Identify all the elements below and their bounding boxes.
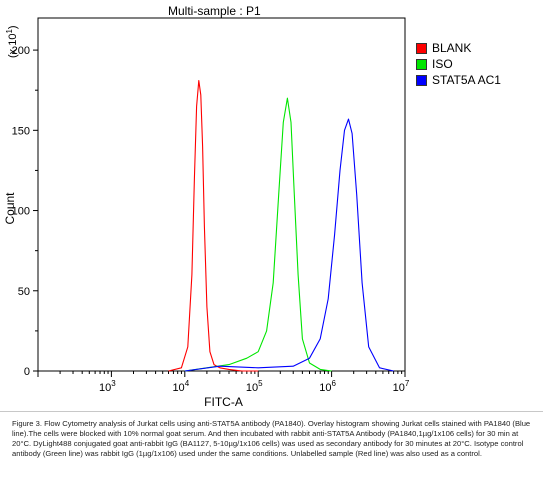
y-tick-label: 200 (12, 45, 30, 57)
legend-label: BLANK (432, 41, 472, 55)
x-tick-label: 104 (172, 379, 189, 394)
plot-frame (37, 17, 406, 372)
x-tick-label: 103 (99, 379, 116, 394)
y-tick-label: 50 (18, 286, 30, 298)
legend: BLANK ISO STAT5A AC1 (416, 40, 501, 88)
figure-caption: Figure 3. Flow Cytometry analysis of Jur… (12, 419, 531, 458)
series-line-blank (168, 80, 259, 372)
x-axis-label: FITC-A (204, 395, 243, 409)
x-tick-exponent: 5 (258, 379, 263, 388)
legend-swatch (416, 74, 427, 86)
series-line-stat5a-ac1 (184, 118, 394, 372)
legend-item: BLANK (416, 40, 501, 56)
legend-swatch (416, 42, 427, 54)
y-multiplier-exponent: 1 (5, 29, 14, 34)
y-tick-label: 100 (12, 206, 30, 218)
x-tick-exponent: 3 (111, 379, 116, 388)
x-tick-label: 107 (393, 379, 410, 394)
x-tick-exponent: 7 (405, 379, 410, 388)
legend-swatch (416, 58, 427, 70)
x-tick-label: 105 (246, 379, 263, 394)
legend-label: ISO (432, 57, 453, 71)
chart-title: Multi-sample : P1 (168, 4, 261, 18)
y-axis-label: Count (3, 192, 17, 225)
x-tick-exponent: 4 (185, 379, 190, 388)
series-line-iso (184, 97, 332, 372)
x-tick-exponent: 6 (331, 379, 336, 388)
flow-cytometry-histogram: 0 50 100 150 200 Count (x 101) 103 104 105 106 107 F… (3, 17, 410, 409)
y-multiplier-label: (x 101) (5, 25, 19, 58)
x-tick-label: 106 (319, 379, 336, 394)
y-tick-label: 0 (24, 366, 30, 378)
legend-item: ISO (416, 56, 501, 72)
legend-item: STAT5A AC1 (416, 72, 501, 88)
caption-separator (0, 411, 543, 412)
y-multiplier-close: ) (7, 25, 19, 29)
y-tick-label: 150 (12, 125, 30, 137)
legend-label: STAT5A AC1 (432, 73, 501, 87)
